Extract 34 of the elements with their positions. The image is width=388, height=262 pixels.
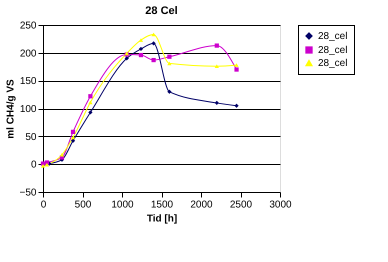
x-tick-label: 1000 bbox=[111, 200, 134, 210]
y-tick-label: 0 bbox=[30, 160, 37, 171]
x-tick-label: 2000 bbox=[190, 200, 214, 210]
point bbox=[234, 63, 239, 67]
x-tick-label: 2500 bbox=[230, 200, 253, 210]
point bbox=[167, 54, 172, 59]
point bbox=[138, 46, 144, 52]
x-tick-label: 500 bbox=[74, 200, 92, 210]
point bbox=[60, 152, 64, 157]
y-axis-title: ml CH4/g VS bbox=[6, 78, 17, 139]
x-tick-label: 1500 bbox=[150, 200, 174, 210]
x-tick-label: 0 bbox=[40, 200, 47, 210]
y-tick-label: 200 bbox=[20, 48, 37, 60]
y-tick-label: 150 bbox=[20, 76, 37, 88]
point bbox=[88, 94, 93, 98]
point bbox=[138, 38, 144, 42]
legend-label: 28_cel bbox=[318, 31, 348, 42]
point bbox=[151, 41, 156, 46]
legend-label: 28_cel bbox=[318, 58, 348, 69]
x-axis-title: Tid [h] bbox=[146, 214, 178, 224]
point bbox=[214, 64, 219, 68]
y-tick-label: 100 bbox=[20, 104, 37, 115]
point bbox=[167, 90, 172, 94]
chart-title: 28 Cel bbox=[145, 5, 178, 17]
point bbox=[88, 110, 93, 115]
x-tick-label: 3000 bbox=[269, 200, 292, 210]
point bbox=[151, 32, 156, 36]
point bbox=[44, 162, 50, 167]
point bbox=[70, 136, 76, 140]
y-tick-label: −50 bbox=[20, 188, 37, 198]
y-tick-label: 250 bbox=[20, 20, 37, 32]
y-tick-label: 50 bbox=[25, 132, 37, 143]
legend-label: 28_cel bbox=[318, 45, 348, 56]
point bbox=[214, 43, 219, 48]
